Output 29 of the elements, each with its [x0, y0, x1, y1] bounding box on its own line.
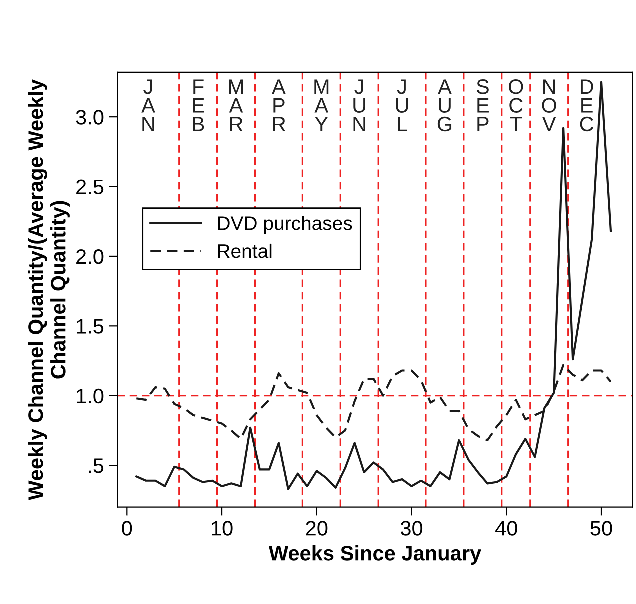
x-tick-label: 10	[212, 521, 233, 536]
y-axis-title: Weekly Channel Quantity/(Average Weekly Channel Quantity)	[28, 79, 70, 500]
x-tick-label: 30	[400, 521, 423, 536]
annotation: MAY	[314, 80, 329, 132]
annotation: MAR	[229, 80, 244, 132]
x-tick-label: 0	[122, 521, 132, 536]
legend-label: DVD purchases	[218, 216, 352, 234]
x-tick-label: 40	[496, 521, 518, 536]
y-tick-label: 1.0	[77, 388, 104, 404]
annotation: FEB	[193, 80, 204, 132]
annotation: SEP	[476, 80, 489, 132]
y-tick-label: 2.0	[76, 249, 104, 264]
annotation: JUN	[354, 80, 366, 132]
annotation: NOV	[542, 80, 556, 132]
y-tick-label: .5	[88, 458, 104, 474]
y-tick-label: 3.0	[76, 110, 104, 125]
y-tick-label: 2.5	[76, 180, 104, 195]
annotation: OCT	[509, 80, 524, 132]
legend-label: Rental	[218, 244, 272, 258]
annotation: JAN	[142, 80, 156, 132]
x-axis-title: Weeks Since January	[268, 546, 482, 565]
x-tick-label: 50	[590, 521, 612, 536]
x-tick-label: 20	[306, 521, 328, 536]
line-series	[136, 81, 612, 490]
annotation: AUG	[438, 80, 452, 132]
annotation: DEC	[580, 80, 594, 132]
annotation: JUL	[396, 80, 408, 132]
annotation: APR	[272, 80, 286, 132]
y-tick-label: 1.5	[77, 319, 104, 334]
